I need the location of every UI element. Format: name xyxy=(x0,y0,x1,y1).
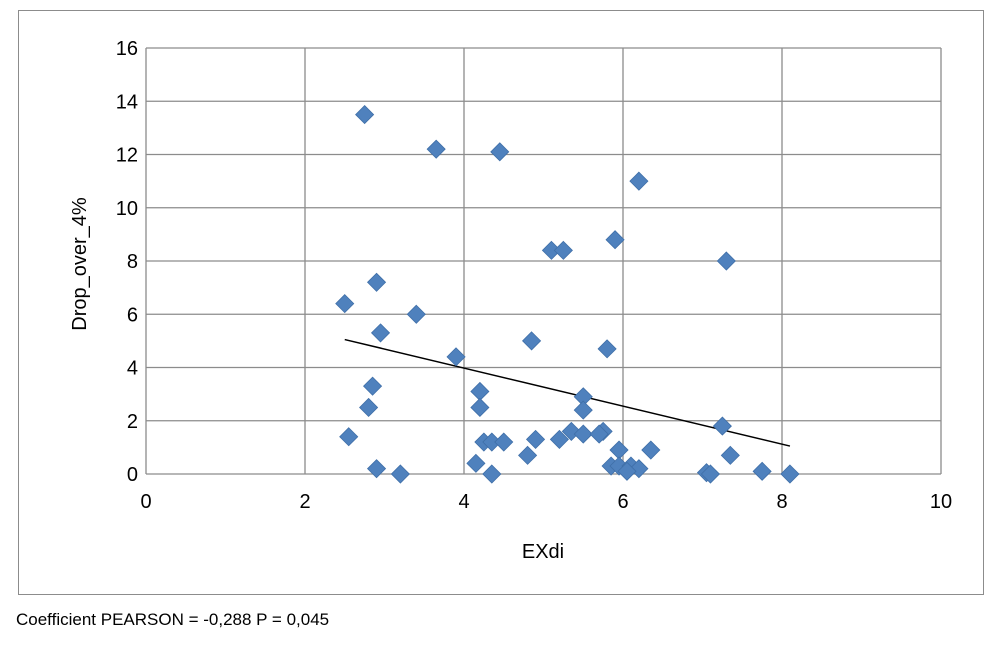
y-tick-label: 4 xyxy=(127,358,138,380)
data-point xyxy=(752,461,772,481)
data-point xyxy=(553,240,573,260)
data-point xyxy=(589,424,609,444)
x-tick-label: 4 xyxy=(458,491,469,513)
data-point xyxy=(470,397,490,418)
data-point xyxy=(366,272,387,292)
data-point xyxy=(780,464,800,484)
data-point xyxy=(617,461,637,481)
x-tick-label: 6 xyxy=(617,491,628,513)
y-tick-label: 16 xyxy=(116,38,138,60)
data-point xyxy=(700,464,721,484)
data-point xyxy=(355,104,375,125)
data-point xyxy=(573,400,593,420)
data-point xyxy=(490,142,510,162)
points-layer xyxy=(335,104,800,484)
data-point xyxy=(339,427,359,447)
y-tick-label: 10 xyxy=(116,198,138,220)
y-tick-label: 0 xyxy=(127,464,138,486)
x-tick-label: 0 xyxy=(140,491,151,513)
data-point xyxy=(522,331,542,351)
x-axis-title: EXdi xyxy=(522,541,564,563)
chart-frame: 0 2 4 6 8 10 12 14 16 0 2 4 6 8 10 EXdi Drop_over_4% xyxy=(18,10,984,595)
data-point xyxy=(366,459,387,479)
tick-labels-layer: 0 2 4 6 8 10 12 14 16 0 2 4 6 8 10 xyxy=(116,38,952,513)
x-tick-label: 10 xyxy=(930,491,952,513)
data-point xyxy=(426,139,446,159)
scatter-chart: 0 2 4 6 8 10 12 14 16 0 2 4 6 8 10 EXdi Drop_over_4% xyxy=(69,38,952,563)
data-point xyxy=(716,251,736,271)
pearson-caption: Coefficient PEARSON = -0,288 P = 0,045 xyxy=(16,610,330,629)
y-tick-label: 6 xyxy=(127,304,138,326)
data-point xyxy=(597,339,617,359)
data-point xyxy=(390,464,410,484)
data-point xyxy=(466,453,486,473)
data-point xyxy=(641,440,661,460)
data-point xyxy=(370,323,391,343)
data-point xyxy=(629,171,649,191)
data-point xyxy=(470,381,490,402)
data-point xyxy=(494,432,514,452)
y-tick-label: 2 xyxy=(127,411,138,433)
data-point xyxy=(359,397,379,418)
data-point xyxy=(335,294,355,314)
x-tick-label: 2 xyxy=(299,491,310,513)
data-point xyxy=(446,347,466,367)
data-point xyxy=(609,440,629,460)
data-point xyxy=(720,445,740,465)
data-point xyxy=(549,429,569,449)
y-tick-label: 14 xyxy=(116,91,138,113)
data-point xyxy=(605,230,625,250)
data-point xyxy=(525,429,546,449)
data-point xyxy=(573,424,593,444)
data-point xyxy=(363,376,383,396)
y-tick-label: 12 xyxy=(116,145,138,167)
data-point xyxy=(712,416,732,436)
y-axis-title: Drop_over_4% xyxy=(69,197,91,331)
x-tick-label: 8 xyxy=(776,491,787,513)
data-point xyxy=(518,445,538,465)
grid-layer xyxy=(145,47,942,475)
y-tick-label: 8 xyxy=(127,251,138,273)
data-point xyxy=(482,464,502,484)
data-point xyxy=(406,304,426,324)
